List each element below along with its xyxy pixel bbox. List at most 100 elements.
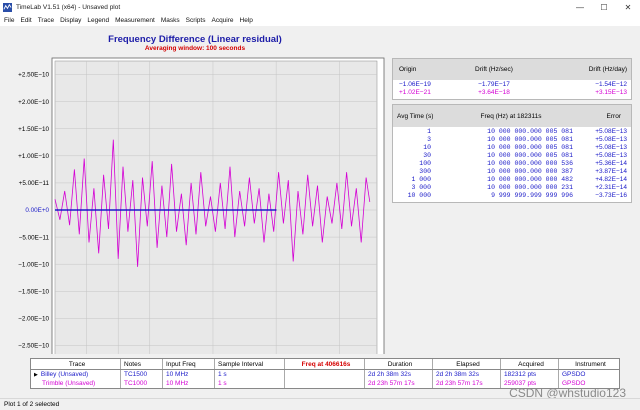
- header-trace[interactable]: Trace: [31, 359, 121, 369]
- trace-name: Billey (Unsaved): [40, 371, 89, 378]
- avg-time: 10: [423, 143, 431, 151]
- avg-error: −3.73E−16: [595, 191, 627, 199]
- menu-acquire[interactable]: Acquire: [211, 16, 234, 24]
- avg-table: Avg Time (s) Freq (Hz) at 182311s Error …: [392, 104, 632, 203]
- grid: [54, 61, 377, 354]
- trace-input-freq: 10 MHz: [163, 379, 215, 388]
- y-tick-label: −2.50E−10: [18, 343, 49, 350]
- avg-freq: 10 000 000.000 005 081: [487, 127, 573, 135]
- y-tick-label: +1.50E−10: [18, 126, 49, 133]
- avg-error: +3.87E−14: [595, 167, 627, 175]
- drift-table: Origin Drift (Hz/sec) Drift (Hz/day) −1.…: [392, 58, 632, 100]
- avg-freq: 10 000 000.000 005 081: [487, 151, 573, 159]
- avg-freq: 10 000 000.000 000 482: [487, 175, 573, 183]
- avg-time: 3 000: [411, 183, 431, 191]
- drift-per-sec: +3.64E−18: [478, 88, 510, 96]
- y-axis: +2.50E−10 +2.00E−10 +1.50E−10 +1.00E−10 +5.0…: [18, 72, 49, 350]
- y-tick-label: −5.00E−11: [19, 234, 50, 241]
- plot-panel[interactable]: +2.50E−10 +2.00E−10 +1.50E−10 +1.00E−10 +5.0…: [2, 28, 388, 354]
- avg-freq: 10 000 000.000 005 081: [487, 143, 573, 151]
- trace-sample-interval: 1 s: [215, 370, 285, 379]
- avg-error: +4.82E−14: [595, 175, 627, 183]
- minimize-button[interactable]: —: [576, 2, 584, 12]
- avg-row[interactable]: 10 10 000 000.000 005 081 +5.08E−13: [393, 143, 631, 151]
- y-tick-label: +5.00E−11: [19, 180, 50, 187]
- drift-row[interactable]: −1.06E−19 −1.79E−17 −1.54E−12: [393, 80, 631, 88]
- avg-error: +5.08E−13: [595, 151, 627, 159]
- avg-row[interactable]: 10 000 9 999 999.999 999 996 −3.73E−16: [393, 191, 631, 199]
- trace-table-header: Trace Notes Input Freq Sample Interval F…: [31, 359, 619, 370]
- trace-duration: 2d 2h 38m 32s: [365, 370, 433, 379]
- drift-header-origin: Origin: [399, 66, 417, 73]
- series-group: [54, 139, 371, 267]
- menu-scripts[interactable]: Scripts: [185, 16, 206, 24]
- avg-error: +2.31E−14: [595, 183, 627, 191]
- avg-row[interactable]: 300 10 000 000.000 000 387 +3.87E−14: [393, 167, 631, 175]
- avg-header-freq: Freq (Hz) at 182311s: [480, 112, 542, 120]
- drift-origin: +1.02E−21: [399, 88, 431, 96]
- trace-freq-at: [285, 379, 365, 388]
- menu-legend[interactable]: Legend: [87, 16, 110, 24]
- close-button[interactable]: ✕: [624, 2, 632, 12]
- avg-freq: 10 000 000.000 000 231: [487, 183, 573, 191]
- menu-edit[interactable]: Edit: [20, 16, 32, 24]
- avg-error: +5.08E−13: [595, 135, 627, 143]
- drift-per-day: −1.54E−12: [595, 80, 627, 88]
- menu-file[interactable]: File: [4, 16, 15, 24]
- y-tick-label: +1.00E−10: [18, 153, 49, 160]
- avg-freq: 9 999 999.999 999 996: [491, 191, 573, 199]
- avg-table-header: Avg Time (s) Freq (Hz) at 182311s Error: [393, 105, 631, 127]
- y-tick-label: 0.00E+0: [25, 207, 49, 214]
- avg-time: 300: [419, 167, 431, 175]
- avg-error: +5.36E−14: [595, 159, 627, 167]
- y-tick-label: +2.50E−10: [18, 72, 49, 79]
- trace-notes: TC1000: [121, 379, 163, 388]
- trace-name: Trimble (Unsaved): [31, 379, 121, 388]
- series-line: [54, 139, 371, 267]
- trace-name-cell: ▶ Billey (Unsaved): [31, 370, 121, 379]
- avg-row[interactable]: 100 10 000 000.000 000 536 +5.36E−14: [393, 159, 631, 167]
- trace-table: Trace Notes Input Freq Sample Interval F…: [30, 358, 620, 389]
- y-tick-label: +2.00E−10: [18, 99, 49, 106]
- menu-display[interactable]: Display: [60, 16, 82, 24]
- header-sample-interval[interactable]: Sample Interval: [215, 359, 285, 369]
- avg-freq: 10 000 000.000 000 536: [487, 159, 573, 167]
- avg-row[interactable]: 30 10 000 000.000 005 081 +5.08E−13: [393, 151, 631, 159]
- drift-table-header: Origin Drift (Hz/sec) Drift (Hz/day): [393, 59, 631, 80]
- header-acquired[interactable]: Acquired: [501, 359, 559, 369]
- menu-help[interactable]: Help: [239, 16, 253, 24]
- maximize-button[interactable]: ☐: [600, 2, 608, 12]
- trace-row[interactable]: Trimble (Unsaved) TC1000 10 MHz 1 s 2d 2…: [31, 379, 619, 388]
- trace-elapsed: 2d 2h 38m 32s: [433, 370, 501, 379]
- watermark: CSDN @whstudio123: [509, 386, 626, 400]
- avg-error: +5.08E−13: [595, 127, 627, 135]
- header-freq-at[interactable]: Freq at 406616s: [285, 359, 365, 369]
- header-notes[interactable]: Notes: [121, 359, 163, 369]
- avg-time: 1 000: [411, 175, 431, 183]
- header-input-freq[interactable]: Input Freq: [163, 359, 215, 369]
- menu-trace[interactable]: Trace: [37, 16, 55, 24]
- frequency-difference-chart[interactable]: +2.50E−10 +2.00E−10 +1.50E−10 +1.00E−10 +5.0…: [2, 28, 388, 354]
- status-text: Plot 1 of 2 selected: [4, 401, 60, 408]
- header-elapsed[interactable]: Elapsed: [433, 359, 501, 369]
- chart-subtitle: Averaging window: 100 seconds: [144, 45, 246, 52]
- header-instrument[interactable]: Instrument: [575, 360, 606, 368]
- app-icon: [3, 2, 12, 12]
- avg-row[interactable]: 1 10 000 000.000 005 081 +5.08E−13: [393, 127, 631, 135]
- avg-time: 3: [427, 135, 431, 143]
- menu-measurement[interactable]: Measurement: [115, 16, 155, 24]
- avg-time: 100: [419, 159, 431, 167]
- avg-row[interactable]: 1 000 10 000 000.000 000 482 +4.82E−14: [393, 175, 631, 183]
- header-duration[interactable]: Duration: [365, 359, 433, 369]
- drift-row[interactable]: +1.02E−21 +3.64E−18 +3.15E−13: [393, 88, 631, 96]
- menu-masks[interactable]: Masks: [160, 16, 180, 24]
- avg-header-error: Error: [606, 112, 621, 120]
- trace-input-freq: 10 MHz: [163, 370, 215, 379]
- window-title: TimeLab V1.51 (x64) - Unsaved plot: [16, 3, 121, 11]
- drift-per-day: +3.15E−13: [595, 88, 627, 96]
- y-tick-label: −1.50E−10: [18, 288, 49, 295]
- avg-row[interactable]: 3 10 000 000.000 005 081 +5.08E−13: [393, 135, 631, 143]
- trace-row[interactable]: ▶ Billey (Unsaved) TC1500 10 MHz 1 s 2d 2…: [31, 370, 619, 379]
- avg-row[interactable]: 3 000 10 000 000.000 000 231 +2.31E−14: [393, 183, 631, 191]
- trace-notes: TC1500: [121, 370, 163, 379]
